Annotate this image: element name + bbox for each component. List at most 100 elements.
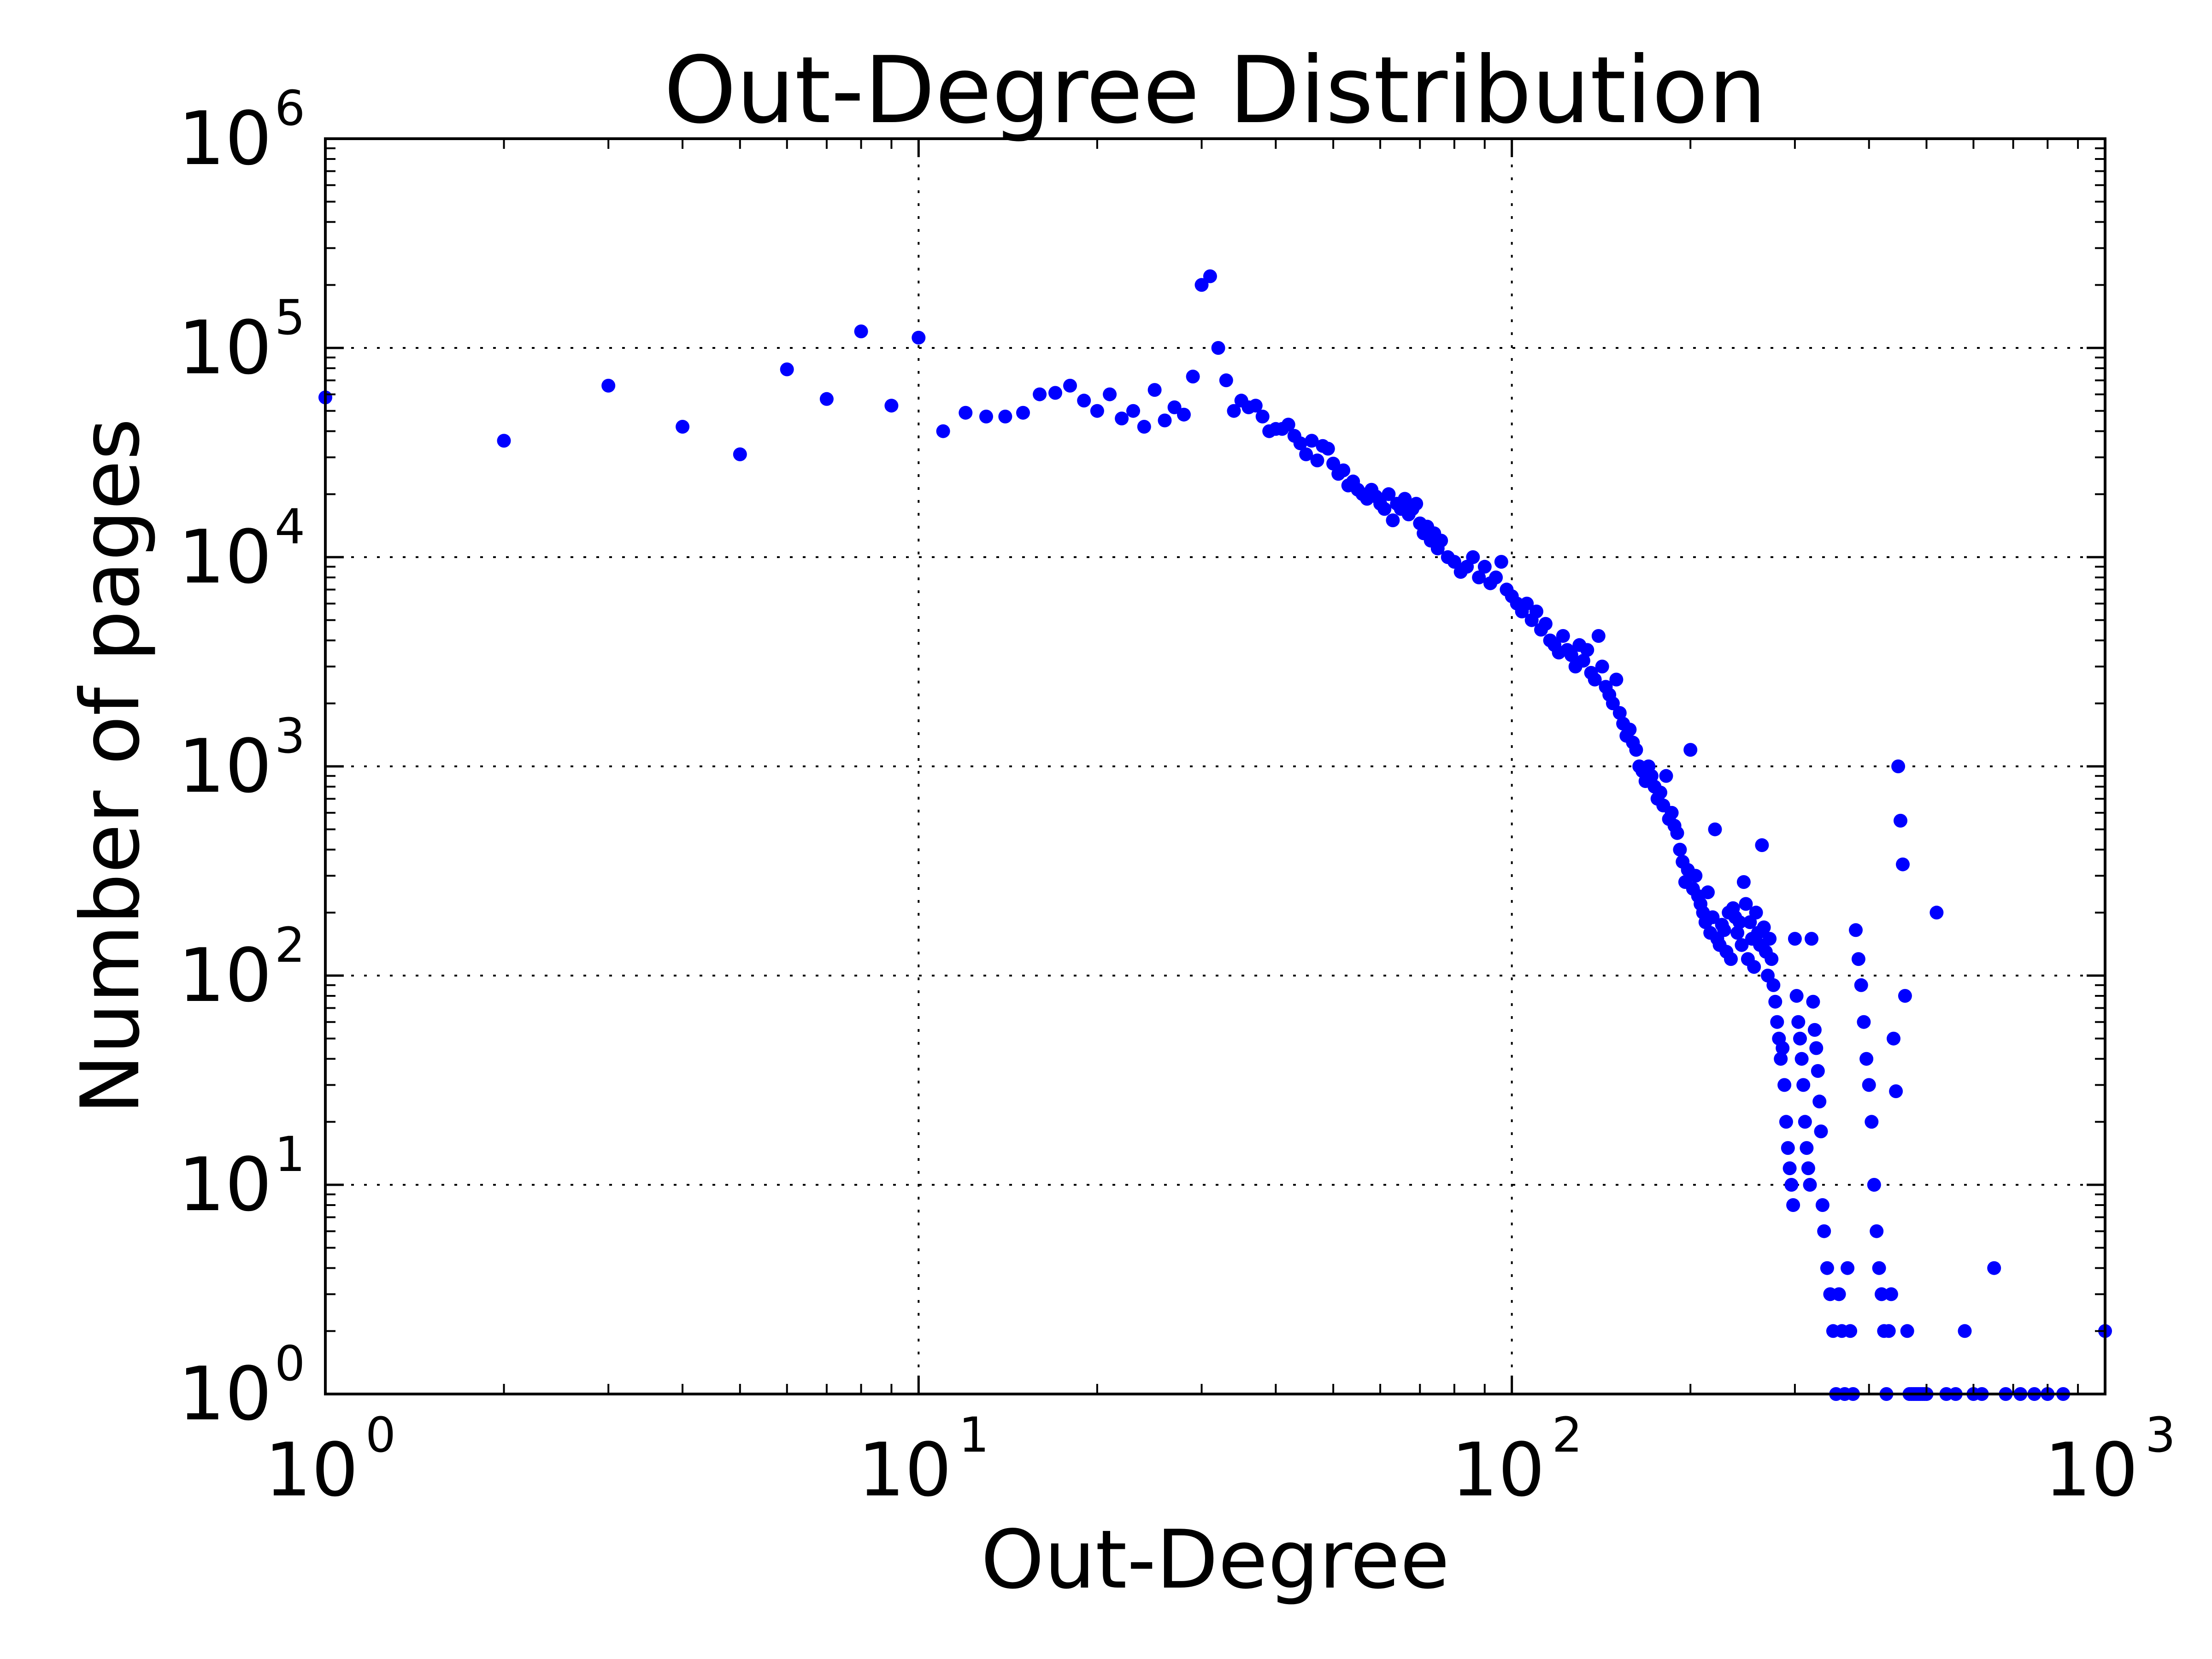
svg-text:0: 0 xyxy=(365,1407,396,1463)
data-point xyxy=(1219,373,1233,388)
x-tick-label: 10 2 xyxy=(1451,1407,1583,1513)
data-point xyxy=(1805,932,1818,946)
data-point xyxy=(1701,885,1715,900)
y-tick-label: 10 5 xyxy=(178,289,305,391)
data-point xyxy=(1310,453,1324,468)
data-point xyxy=(1115,412,1129,426)
data-point xyxy=(1870,1224,1884,1238)
x-tick-label: 10 0 xyxy=(265,1407,396,1513)
data-point xyxy=(1629,743,1643,757)
data-point xyxy=(1665,806,1679,820)
data-point xyxy=(1832,1287,1846,1301)
data-point xyxy=(1811,1064,1825,1078)
data-point xyxy=(1817,1224,1831,1238)
data-point xyxy=(1820,1261,1834,1275)
data-point xyxy=(1077,394,1091,408)
data-point xyxy=(1930,906,1944,920)
data-point xyxy=(1016,406,1030,420)
data-point xyxy=(1670,826,1684,840)
data-point xyxy=(1791,1015,1806,1029)
data-point xyxy=(1814,1124,1828,1139)
svg-text:3: 3 xyxy=(275,708,305,764)
data-point xyxy=(1891,759,1906,773)
x-tick-label: 10 3 xyxy=(2044,1407,2176,1513)
data-point xyxy=(1717,923,1731,937)
data-point xyxy=(1793,1031,1807,1046)
data-point xyxy=(1472,571,1486,584)
y-tick-label: 10 0 xyxy=(178,1335,305,1437)
data-point xyxy=(1732,915,1747,930)
data-point xyxy=(1857,1015,1871,1029)
data-point xyxy=(1708,822,1722,836)
y-tick-label: 10 2 xyxy=(178,917,305,1018)
data-point xyxy=(1849,923,1863,937)
y-axis-label: Number of pages xyxy=(64,418,158,1114)
data-point xyxy=(959,406,973,420)
svg-text:4: 4 xyxy=(275,499,305,555)
data-point xyxy=(1293,436,1307,450)
data-point xyxy=(1688,869,1703,883)
data-point xyxy=(1812,1094,1827,1109)
svg-text:1: 1 xyxy=(275,1126,305,1182)
data-point xyxy=(1591,629,1606,643)
data-point xyxy=(1774,1052,1788,1066)
data-point xyxy=(1757,920,1771,935)
svg-text:2: 2 xyxy=(1552,1407,1583,1463)
data-point xyxy=(1803,1178,1817,1192)
data-point xyxy=(1900,1324,1914,1338)
data-point xyxy=(1789,989,1804,1003)
data-point xyxy=(1673,842,1687,857)
data-point xyxy=(979,409,993,424)
data-point xyxy=(1386,513,1400,528)
data-point xyxy=(1530,604,1543,618)
data-point xyxy=(819,392,834,406)
data-point xyxy=(854,324,868,339)
svg-text:0: 0 xyxy=(275,1335,305,1392)
data-point xyxy=(1653,785,1667,800)
data-point xyxy=(1841,1261,1855,1275)
data-point xyxy=(1299,447,1313,461)
data-point xyxy=(1623,723,1637,737)
svg-text:10: 10 xyxy=(178,723,272,809)
data-point xyxy=(1588,672,1602,687)
y-tick-label: 10 1 xyxy=(178,1126,305,1228)
data-point xyxy=(1706,910,1720,924)
data-point xyxy=(1186,370,1200,384)
data-point xyxy=(780,362,794,377)
data-point xyxy=(1882,1324,1896,1338)
data-point xyxy=(1875,1287,1888,1301)
data-point xyxy=(1336,463,1351,477)
data-point xyxy=(1884,1287,1898,1301)
data-point xyxy=(1736,875,1751,889)
data-point xyxy=(1477,559,1492,574)
data-point xyxy=(1859,1052,1874,1066)
data-point xyxy=(1606,696,1620,711)
data-point xyxy=(1763,932,1777,946)
data-point xyxy=(1158,413,1172,428)
svg-text:10: 10 xyxy=(178,95,272,182)
data-point xyxy=(1398,492,1412,506)
data-point xyxy=(936,424,950,438)
data-point xyxy=(1776,1041,1790,1055)
data-point xyxy=(1489,571,1503,584)
grid xyxy=(325,139,2105,1394)
svg-text:1: 1 xyxy=(959,1407,989,1463)
svg-text:5: 5 xyxy=(275,289,305,346)
data-point xyxy=(1770,1015,1784,1029)
data-point xyxy=(1958,1324,1972,1338)
data-point xyxy=(1576,653,1590,668)
data-point xyxy=(1377,502,1392,516)
data-point xyxy=(1768,994,1783,1009)
data-point xyxy=(1466,550,1480,564)
data-point xyxy=(1781,1141,1795,1155)
data-point xyxy=(1281,418,1295,432)
tick-labels: 10 0 10 1 10 2 10 310 010 110 210 310 410 510 6 xyxy=(178,80,2176,1513)
svg-text:10: 10 xyxy=(2044,1427,2138,1513)
data-point xyxy=(1872,1261,1886,1275)
svg-text:10: 10 xyxy=(178,932,272,1018)
data-point xyxy=(1806,994,1820,1009)
data-point xyxy=(1137,420,1151,434)
data-point xyxy=(1747,960,1761,974)
data-point xyxy=(1612,706,1627,720)
